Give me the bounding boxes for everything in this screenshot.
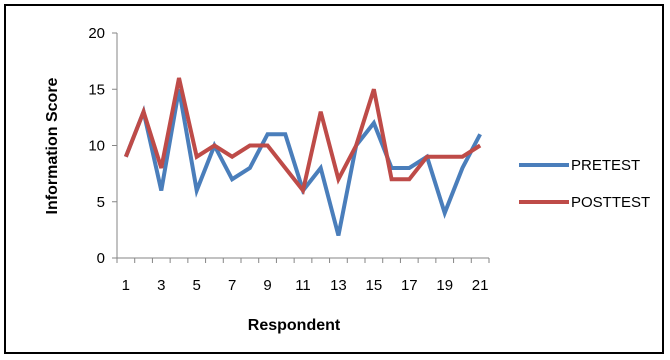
x-tick-label: 21 xyxy=(472,277,489,294)
series-line-posttest xyxy=(123,77,482,196)
legend-label-pretest: PRETEST xyxy=(571,157,640,174)
y-tick-label: 0 xyxy=(97,250,105,267)
x-tick-label: 17 xyxy=(401,277,418,294)
series-lines xyxy=(123,77,482,237)
x-tick-label: 19 xyxy=(436,277,453,294)
x-tick-label: 1 xyxy=(122,277,130,294)
y-tick-label: 15 xyxy=(88,81,105,98)
x-tick-label: 5 xyxy=(193,277,201,294)
legend: PRETEST POSTTEST xyxy=(519,157,650,211)
legend-label-posttest: POSTTEST xyxy=(571,194,650,211)
y-axis-title: Information Score xyxy=(44,77,61,214)
x-tick-label: 11 xyxy=(295,277,311,294)
x-axis-title: Respondent xyxy=(248,317,341,334)
y-tick-label: 10 xyxy=(88,138,105,155)
x-tick-label: 13 xyxy=(330,277,347,294)
x-tick-label: 9 xyxy=(263,277,271,294)
x-tick-label: 15 xyxy=(366,277,383,294)
x-tick-label: 7 xyxy=(228,277,236,294)
x-tick-label: 3 xyxy=(157,277,165,294)
series-line-pretest xyxy=(123,88,482,237)
y-tick-label: 20 xyxy=(88,25,105,42)
chart-frame xyxy=(4,4,664,354)
y-tick-label: 5 xyxy=(97,194,105,211)
axes xyxy=(112,32,490,263)
